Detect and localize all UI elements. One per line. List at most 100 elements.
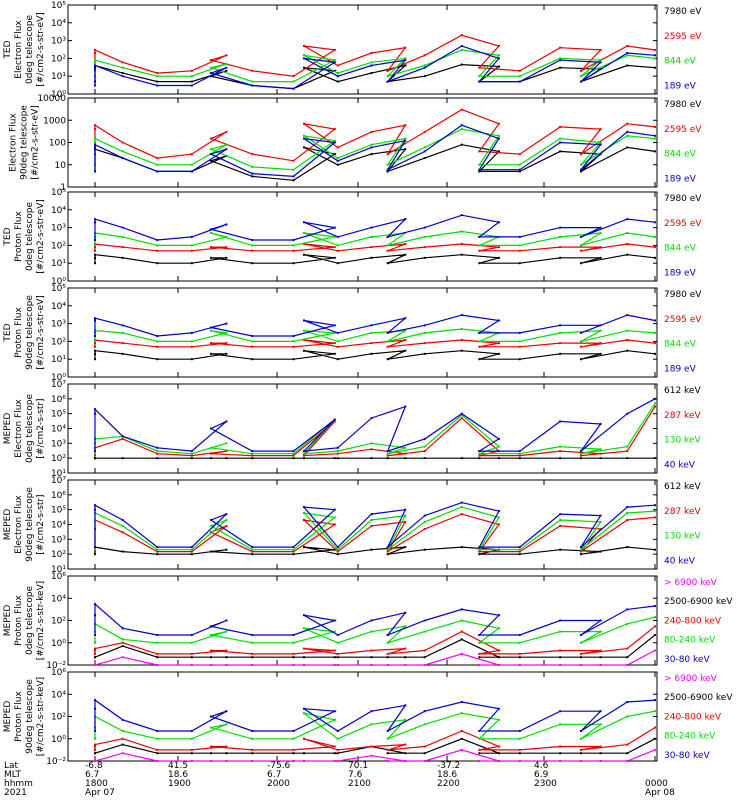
data-point — [336, 157, 339, 160]
data-point — [386, 664, 389, 666]
data-point — [292, 546, 295, 549]
y-axis-label: [#/cm2-s-str-eV] — [36, 199, 46, 274]
data-point — [370, 143, 373, 146]
data-point — [336, 760, 339, 762]
data-point — [251, 548, 254, 551]
data-point — [210, 633, 212, 636]
data-point — [626, 54, 629, 57]
data-point — [580, 452, 582, 455]
data-point — [292, 656, 295, 659]
series-line-blue — [94, 602, 656, 637]
data-point — [333, 342, 336, 345]
data-point — [423, 520, 426, 523]
data-point — [654, 625, 656, 628]
data-point — [460, 48, 463, 51]
data-point — [94, 349, 96, 352]
data-point — [423, 256, 426, 259]
data-point — [210, 326, 212, 329]
data-point — [654, 134, 656, 137]
data-point — [303, 319, 305, 322]
x-tick-value: 1800 — [85, 779, 108, 789]
data-point — [654, 402, 656, 405]
data-point — [336, 752, 339, 755]
data-point — [333, 752, 336, 755]
series-line-red — [94, 513, 656, 553]
data-point — [404, 520, 407, 523]
data-point — [292, 752, 295, 755]
data-point — [626, 218, 629, 221]
data-point — [94, 760, 96, 762]
data-point — [460, 327, 463, 330]
y-tick-label: 10³ — [51, 320, 66, 330]
data-point — [497, 516, 500, 519]
data-point — [460, 108, 463, 111]
legend-entry: 40 keV — [664, 461, 696, 471]
data-point — [333, 656, 336, 659]
data-point — [386, 340, 389, 343]
data-point — [518, 550, 521, 553]
data-point — [478, 170, 481, 173]
data-point — [94, 358, 96, 361]
data-point — [156, 737, 159, 740]
data-point — [333, 61, 336, 64]
data-point — [423, 324, 426, 327]
data-point — [210, 625, 212, 628]
data-point — [336, 64, 339, 67]
data-point — [460, 619, 463, 622]
data-point — [190, 358, 193, 361]
data-point — [333, 139, 336, 142]
data-point — [654, 748, 656, 751]
data-point — [478, 163, 481, 166]
data-point — [599, 329, 602, 332]
data-point — [497, 664, 500, 666]
data-point — [156, 752, 159, 755]
data-point — [210, 137, 212, 140]
y-axis-label: 0deg telescope — [25, 586, 35, 656]
data-point — [654, 137, 656, 140]
y-tick-label: 10¹ — [51, 469, 66, 479]
data-point — [478, 249, 481, 252]
y-tick-label: 10⁶ — [51, 395, 66, 405]
series-line-blue — [94, 45, 656, 90]
y-tick-label: 10⁵ — [51, 188, 66, 198]
data-point — [210, 446, 212, 449]
data-point — [156, 244, 159, 247]
data-point — [121, 457, 124, 460]
data-point — [518, 345, 521, 348]
series-line-red — [94, 339, 656, 348]
data-point — [626, 146, 629, 149]
data-point — [94, 641, 96, 644]
data-point — [580, 153, 582, 156]
data-point — [94, 743, 96, 746]
data-point — [497, 707, 500, 710]
data-point — [386, 457, 389, 460]
data-point — [460, 652, 463, 655]
x-tick-value: 2100 — [348, 779, 371, 789]
data-point — [460, 34, 463, 37]
data-point — [94, 546, 96, 549]
data-point — [423, 75, 426, 78]
data-point — [94, 66, 96, 69]
data-point — [423, 352, 426, 355]
data-point — [599, 48, 602, 51]
data-point — [94, 256, 96, 259]
data-point — [292, 80, 295, 83]
data-point — [626, 44, 629, 47]
data-point — [225, 342, 228, 345]
data-point — [292, 760, 295, 762]
data-point — [94, 652, 96, 655]
data-point — [559, 66, 562, 69]
data-point — [370, 342, 373, 345]
data-point — [210, 457, 212, 460]
data-point — [190, 75, 193, 78]
data-point — [654, 352, 656, 355]
data-point — [190, 633, 193, 636]
y-tick-label: 10⁶ — [51, 668, 66, 678]
x-tick-value: 7.6 — [348, 770, 363, 780]
data-point — [370, 64, 373, 67]
data-point — [225, 656, 228, 659]
data-point — [190, 452, 193, 455]
data-point — [370, 548, 373, 551]
x-tick-value: Apr 07 — [85, 788, 115, 798]
y-axis-label: Proton Flux — [14, 211, 24, 262]
